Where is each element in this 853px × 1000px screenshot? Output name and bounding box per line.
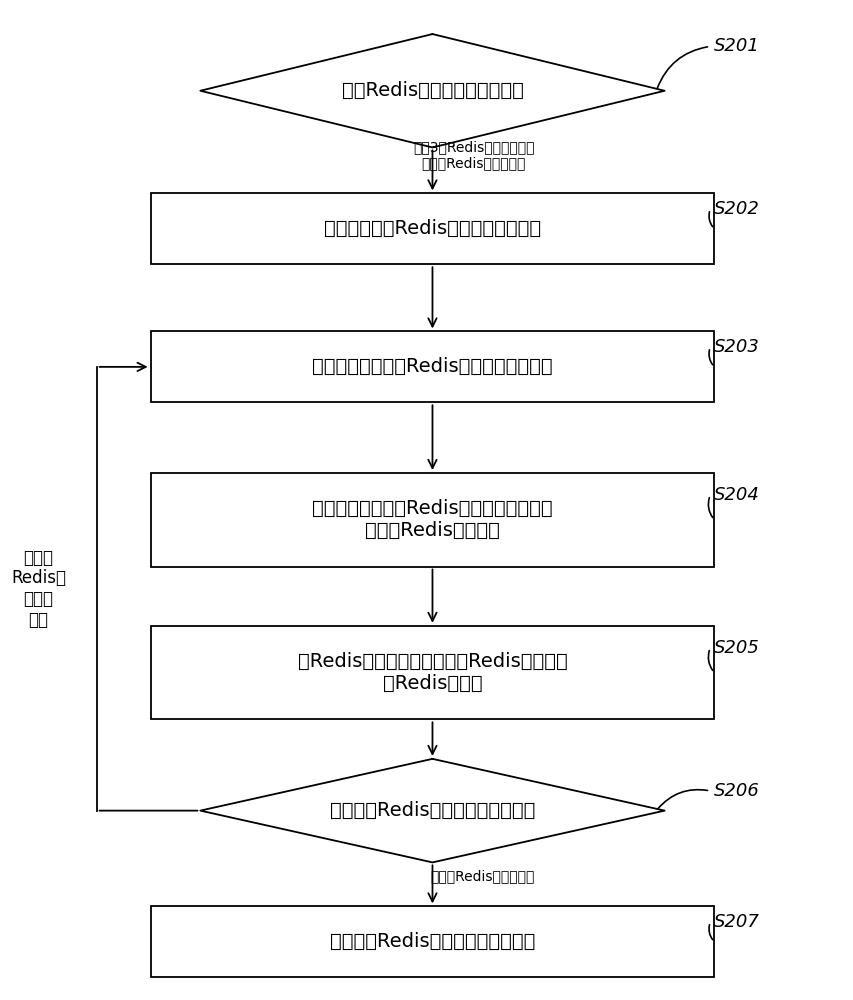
Text: 获取未离线的Redis主节点对应的主机: 获取未离线的Redis主节点对应的主机 [323, 219, 541, 238]
Text: S207: S207 [714, 913, 759, 931]
Bar [150, 193, 714, 264]
Bar [150, 906, 714, 977]
Text: 确定新的Redis集群当前的状态信息: 确定新的Redis集群当前的状态信息 [329, 801, 535, 820]
Text: S206: S206 [714, 782, 759, 800]
Text: 选择一个未离线的Redis主节点对应的主机: 选择一个未离线的Redis主节点对应的主机 [312, 357, 552, 376]
Text: 离线的
Redis主
节点未
恢复: 离线的 Redis主 节点未 恢复 [11, 549, 66, 629]
Text: S202: S202 [714, 200, 759, 218]
Bar [150, 626, 714, 719]
Text: S205: S205 [714, 639, 759, 657]
Text: S203: S203 [714, 338, 759, 356]
Text: 将Redis旁备节点替换离线的Redis主节点作
为Redis主节点: 将Redis旁备节点替换离线的Redis主节点作 为Redis主节点 [297, 652, 566, 693]
Text: S201: S201 [714, 37, 759, 55]
Text: 在选择的未离线的Redis主节点对应的主机
上配置Redis旁备节点: 在选择的未离线的Redis主节点对应的主机 上配置Redis旁备节点 [312, 499, 552, 540]
Text: 确定新的Redis集群当前的状态信息: 确定新的Redis集群当前的状态信息 [329, 932, 535, 951]
Bar [150, 331, 714, 402]
Bar [150, 473, 714, 567]
Text: 至少3个Redis主节点中不少
于半数Redis主节点离线: 至少3个Redis主节点中不少 于半数Redis主节点离线 [413, 141, 534, 171]
Text: 离线的Redis主节点恢复: 离线的Redis主节点恢复 [430, 869, 534, 883]
Text: S204: S204 [714, 486, 759, 504]
Text: 确定Redis集群当前的状态信息: 确定Redis集群当前的状态信息 [341, 81, 523, 100]
